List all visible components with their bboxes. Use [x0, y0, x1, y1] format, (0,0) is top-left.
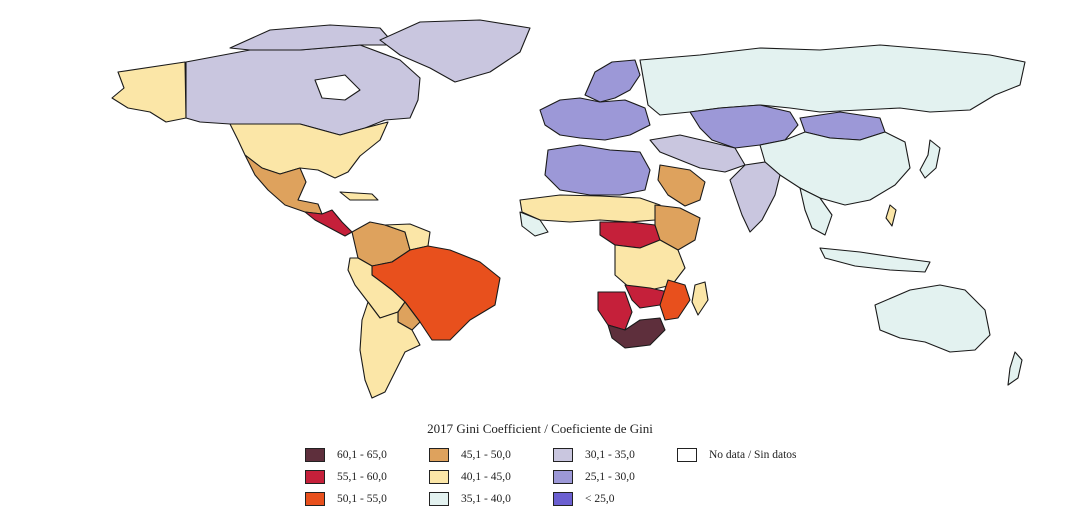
- legend-label: 50,1 - 55,0: [337, 493, 387, 505]
- legend-item: < 25,0: [553, 490, 615, 508]
- legend-swatch: [305, 492, 325, 506]
- legend-item: No data / Sin datos: [677, 446, 797, 464]
- legend-swatch: [429, 470, 449, 484]
- legend-swatch: [553, 448, 573, 462]
- region-madagascar: [691, 281, 709, 316]
- region-saudi-arabia: [657, 164, 706, 207]
- region-alaska: [111, 61, 187, 123]
- legend-item: 45,1 - 50,0: [429, 446, 511, 464]
- region-central-america: [304, 209, 353, 237]
- legend-swatch: [305, 448, 325, 462]
- region-philippines: [885, 204, 897, 227]
- legend-swatch: [553, 492, 573, 506]
- region-cuba: [339, 191, 379, 201]
- legend-label: 45,1 - 50,0: [461, 449, 511, 461]
- legend-swatch: [305, 470, 325, 484]
- legend-label: 30,1 - 35,0: [585, 449, 635, 461]
- legend-label: 40,1 - 45,0: [461, 471, 511, 483]
- region-china: [759, 131, 911, 206]
- region-mozambique: [659, 279, 691, 321]
- legend-item: 60,1 - 65,0: [305, 446, 387, 464]
- legend-item: 30,1 - 35,0: [553, 446, 635, 464]
- region-canada: [185, 44, 421, 136]
- legend-item: 40,1 - 45,0: [429, 468, 511, 486]
- legend-item: 55,1 - 60,0: [305, 468, 387, 486]
- region-southeast-asia: [799, 187, 833, 236]
- region-south-africa: [607, 317, 666, 349]
- legend-label: 35,1 - 40,0: [461, 493, 511, 505]
- region-canada-islands: [229, 24, 396, 51]
- region-north-africa: [544, 144, 651, 196]
- legend-swatch: [429, 492, 449, 506]
- region-southern-band: [614, 239, 686, 291]
- legend-item: 35,1 - 40,0: [429, 490, 511, 508]
- legend-label: 60,1 - 65,0: [337, 449, 387, 461]
- region-new-zealand: [1007, 351, 1023, 386]
- world-choropleth-map: [111, 19, 1026, 399]
- legend-label: < 25,0: [585, 493, 615, 505]
- region-scandinavia: [584, 59, 641, 103]
- legend-item: 50,1 - 55,0: [305, 490, 387, 508]
- region-australia: [874, 284, 991, 353]
- legend-title: 2017 Gini Coefficient / Coeficiente de G…: [427, 421, 653, 436]
- region-greenland: [379, 19, 531, 83]
- region-india: [729, 161, 781, 233]
- region-indonesia: [819, 247, 931, 273]
- region-argentina: [359, 301, 421, 399]
- legend-item: 25,1 - 30,0: [553, 468, 635, 486]
- region-mexico: [244, 154, 323, 215]
- legend-label: No data / Sin datos: [709, 449, 797, 461]
- region-turkey-iran: [649, 134, 746, 173]
- legend-swatch: [677, 448, 697, 462]
- region-namibia: [597, 291, 633, 331]
- legend-label: 25,1 - 30,0: [585, 471, 635, 483]
- region-west-africa: [519, 211, 549, 237]
- legend-swatch: [429, 448, 449, 462]
- legend: 60,1 - 65,0 55,1 - 60,0 50,1 - 55,0 45,1…: [305, 446, 825, 512]
- region-east-africa: [654, 204, 701, 251]
- region-europe-west: [539, 97, 651, 141]
- legend-label: 55,1 - 60,0: [337, 471, 387, 483]
- region-sahel: [519, 194, 661, 223]
- legend-swatch: [553, 470, 573, 484]
- region-russia: [639, 44, 1026, 116]
- region-japan: [919, 139, 941, 179]
- hudson-bay: [314, 74, 361, 101]
